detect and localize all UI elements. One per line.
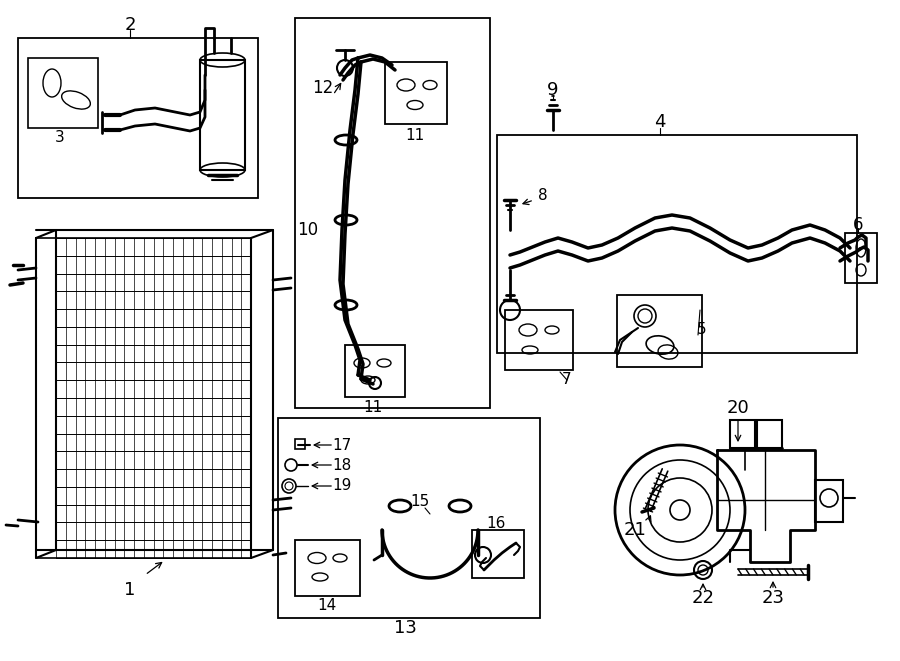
Text: 2: 2 <box>124 16 136 34</box>
Bar <box>295 439 305 449</box>
Text: 12: 12 <box>312 79 334 97</box>
Bar <box>295 18 490 408</box>
Bar <box>200 60 245 170</box>
Text: 23: 23 <box>761 589 785 607</box>
Text: 14: 14 <box>318 598 337 613</box>
Bar <box>385 62 447 124</box>
Bar <box>345 345 405 397</box>
Text: 11: 11 <box>405 128 425 143</box>
Text: 13: 13 <box>393 619 417 637</box>
Bar <box>730 420 755 448</box>
Text: 9: 9 <box>547 81 559 99</box>
Text: 17: 17 <box>332 438 352 453</box>
Bar <box>815 480 843 522</box>
Bar <box>757 420 782 448</box>
Text: 7: 7 <box>562 373 572 387</box>
Text: 5: 5 <box>698 323 706 338</box>
Text: 11: 11 <box>364 401 382 416</box>
Text: 19: 19 <box>332 479 352 494</box>
Bar <box>18 38 258 198</box>
Text: 15: 15 <box>410 494 429 510</box>
Bar <box>472 530 524 578</box>
Text: 10: 10 <box>297 221 319 239</box>
Text: 22: 22 <box>691 589 715 607</box>
Text: 16: 16 <box>486 516 506 531</box>
Bar <box>505 310 573 370</box>
Bar <box>617 295 702 367</box>
Bar <box>295 540 360 596</box>
Text: 4: 4 <box>654 113 666 131</box>
Bar <box>28 58 98 128</box>
Bar <box>845 233 877 283</box>
Text: 18: 18 <box>332 457 352 473</box>
Text: 3: 3 <box>55 130 65 145</box>
Text: 20: 20 <box>726 399 750 417</box>
Text: 8: 8 <box>538 188 548 204</box>
Text: 21: 21 <box>624 521 646 539</box>
Text: 1: 1 <box>124 581 136 599</box>
Bar <box>278 418 540 618</box>
Text: 6: 6 <box>853 216 863 234</box>
Bar <box>497 135 857 353</box>
